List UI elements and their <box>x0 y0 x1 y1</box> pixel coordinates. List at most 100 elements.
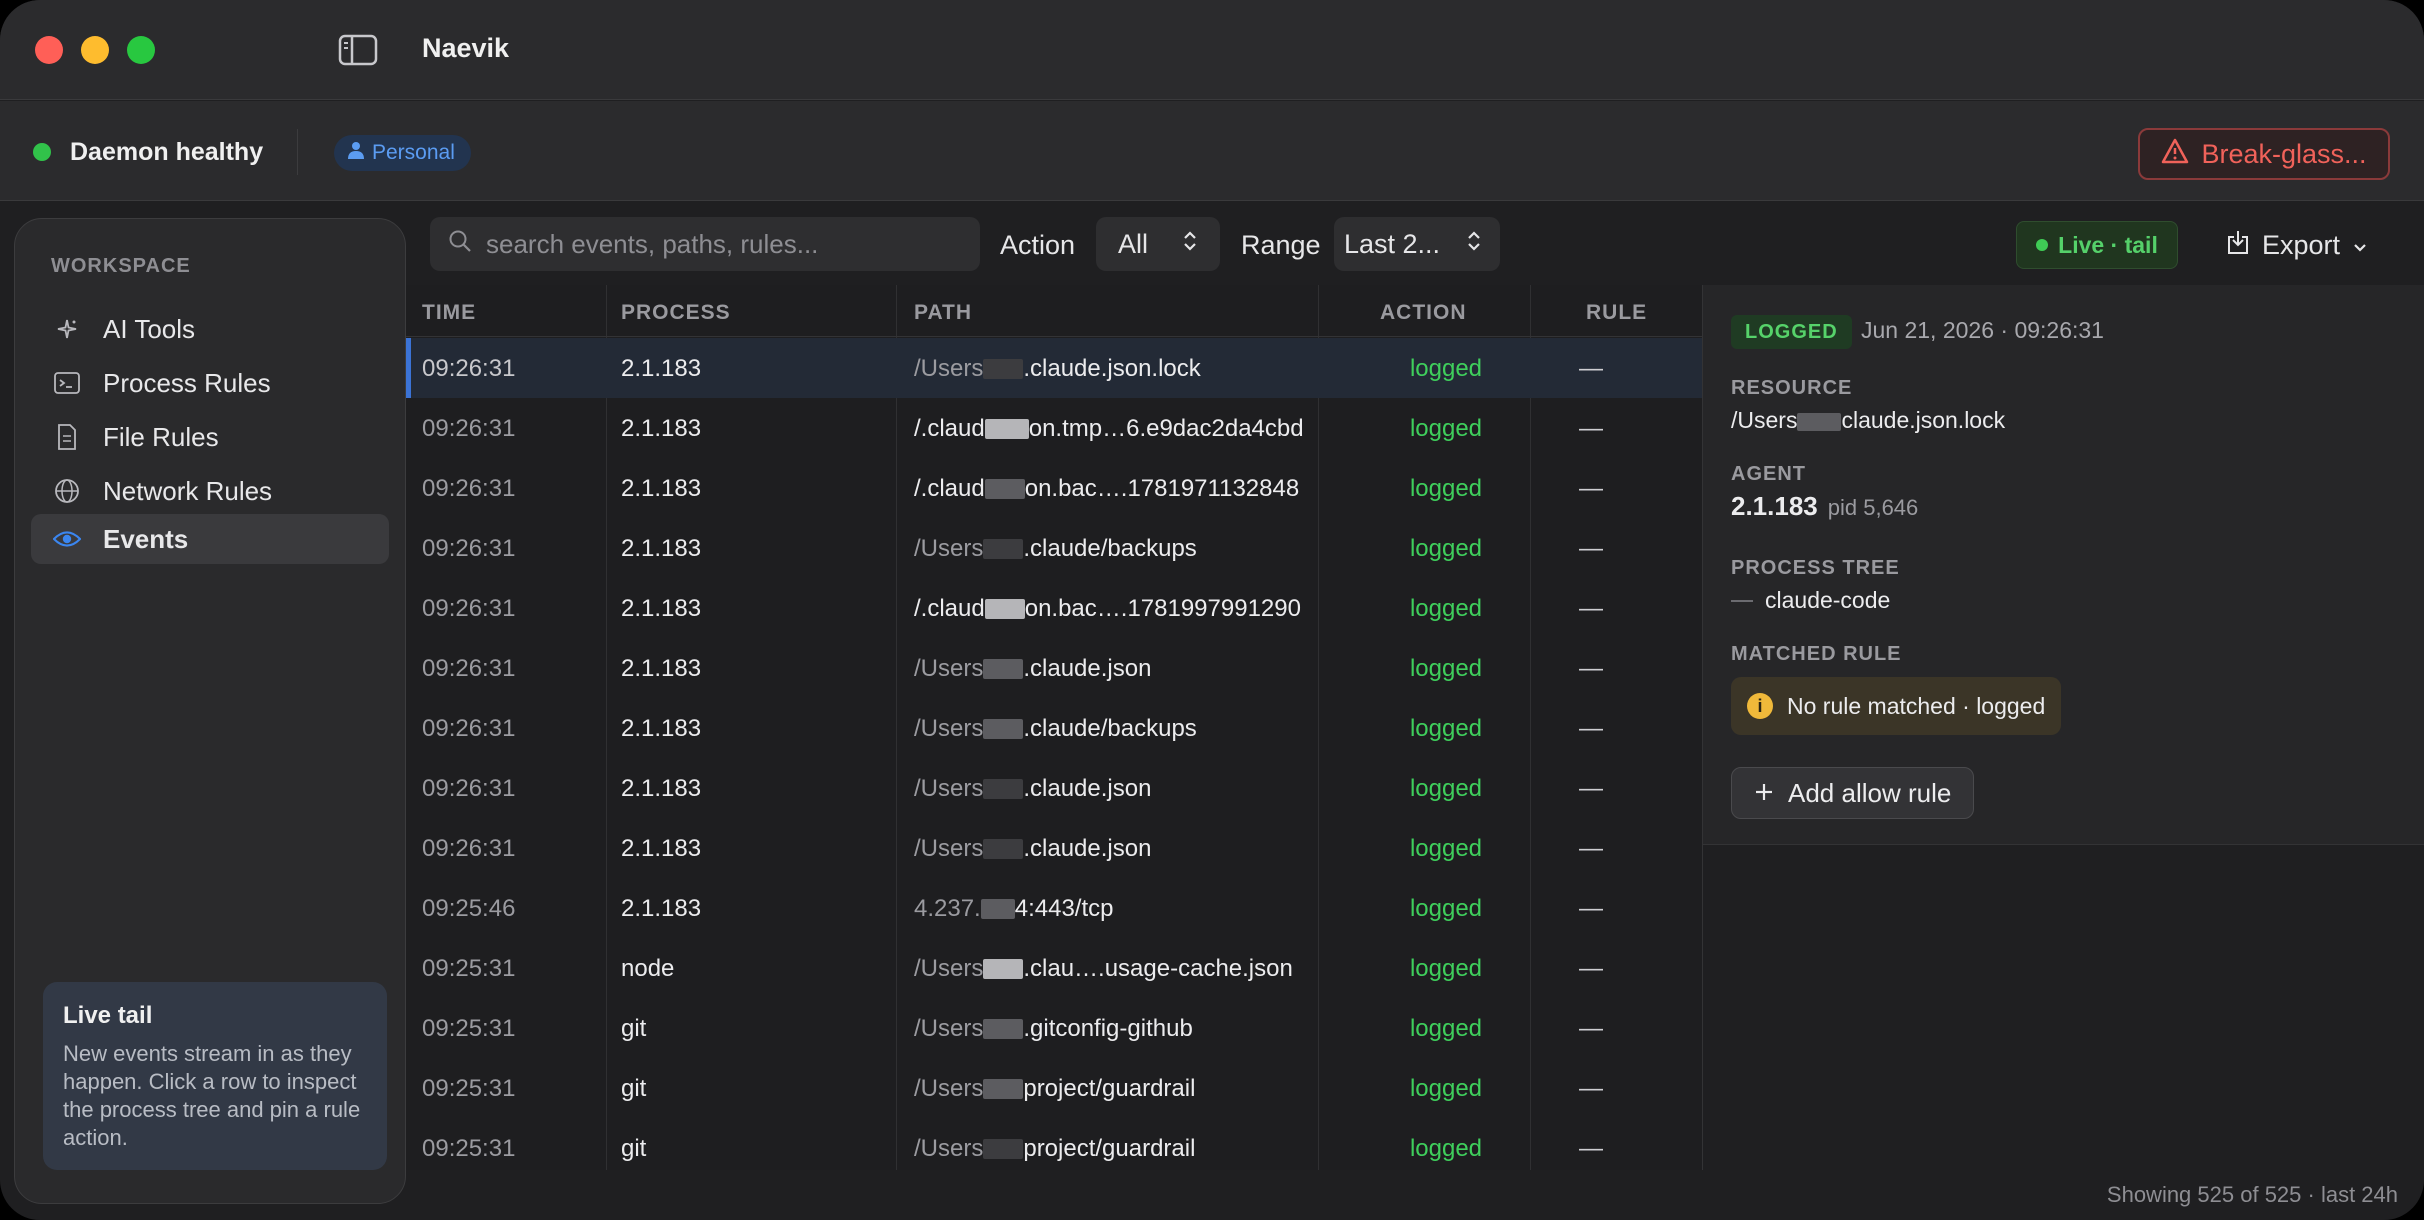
resource-prefix: /Users <box>1731 407 1798 433</box>
redacted-segment <box>984 479 1025 499</box>
sidebar-item-process-rules[interactable]: Process Rules <box>31 358 389 408</box>
sidebar-item-label: AI Tools <box>103 313 196 344</box>
cell-time: 09:25:31 <box>422 1135 516 1162</box>
table-row[interactable]: 09:26:31 2.1.183 /.claud on.tmp…6.e9dac2d… <box>406 398 1702 458</box>
redacted-segment <box>984 419 1029 439</box>
column-header-time[interactable]: TIME <box>422 301 477 324</box>
path-prefix: /Users <box>914 775 984 802</box>
redacted-segment <box>983 959 1024 979</box>
close-window-button[interactable] <box>35 36 63 64</box>
redacted-segment <box>1797 413 1842 431</box>
cell-path: /.claud on.bac….1781997991290 <box>914 595 1301 623</box>
cell-process: 2.1.183 <box>621 715 702 742</box>
table-row[interactable]: 09:26:31 2.1.183 /.claud on.bac….17819979… <box>406 578 1702 638</box>
cell-rule: — <box>1579 475 1603 502</box>
zoom-window-button[interactable] <box>127 36 155 64</box>
path-suffix: .claude/backups <box>1023 715 1197 742</box>
redacted-segment <box>983 659 1024 679</box>
matched-rule-label: MATCHED RULE <box>1731 643 1902 665</box>
cell-process: 2.1.183 <box>621 415 702 442</box>
cell-time: 09:25:31 <box>422 955 516 982</box>
cell-time: 09:26:31 <box>422 535 516 562</box>
table-row[interactable]: 09:26:31 2.1.183 /.claud on.bac….17819711… <box>406 458 1702 518</box>
eye-icon <box>53 525 81 553</box>
cell-process: 2.1.183 <box>621 655 702 682</box>
column-header-action[interactable]: ACTION <box>1380 301 1467 324</box>
path-prefix: /Users <box>914 1135 984 1162</box>
sidebar-item-file-rules[interactable]: File Rules <box>31 412 389 462</box>
detail-panel-empty-area <box>1702 845 2424 1170</box>
redacted-segment <box>983 1139 1024 1159</box>
cell-path: /Users .claude/backups <box>914 715 1197 743</box>
sidebar-toggle-icon[interactable] <box>338 34 378 66</box>
table-row[interactable]: 09:26:31 2.1.183 /Users .claude.json logg… <box>406 638 1702 698</box>
table-row[interactable]: 09:26:31 2.1.183 /Users .claude/backups l… <box>406 518 1702 578</box>
cell-rule: — <box>1579 715 1603 742</box>
sidebar-item-events[interactable]: Events <box>31 514 389 564</box>
cell-action: logged <box>1409 715 1483 742</box>
path-prefix: /Users <box>914 1015 984 1042</box>
path-prefix: /Users <box>914 355 984 382</box>
chevron-updown-icon <box>1182 228 1198 261</box>
table-row[interactable]: 09:26:31 2.1.183 /Users .claude/backups l… <box>406 698 1702 758</box>
cell-action: logged <box>1409 655 1483 682</box>
cell-path: /Users .claude.json <box>914 655 1151 683</box>
cell-rule: — <box>1579 1075 1603 1102</box>
cell-action: logged <box>1409 475 1483 502</box>
column-divider <box>1530 285 1531 1170</box>
resource-label: RESOURCE <box>1731 377 1853 399</box>
agent-pid: pid 5,646 <box>1827 495 1919 520</box>
app-title: Naevik <box>422 33 510 63</box>
cell-rule: — <box>1579 895 1603 922</box>
table-row[interactable]: 09:25:31 git /Users project/guardrail log… <box>406 1118 1702 1178</box>
cell-rule: — <box>1579 355 1603 382</box>
cell-path: /Users project/guardrail <box>914 1075 1195 1103</box>
add-allow-rule-button[interactable]: Add allow rule <box>1731 767 1975 819</box>
range-filter-select[interactable]: Last 2... <box>1334 217 1500 271</box>
daemon-status-label: Daemon healthy <box>70 138 264 166</box>
cell-action: logged <box>1409 1075 1483 1102</box>
minimize-window-button[interactable] <box>81 36 109 64</box>
cell-time: 09:26:31 <box>422 355 516 382</box>
profile-badge[interactable]: Personal <box>334 135 471 171</box>
sidebar-section-label: WORKSPACE <box>51 255 191 277</box>
warning-triangle-icon <box>2161 138 2189 171</box>
export-button[interactable]: Export <box>2226 221 2368 269</box>
document-icon <box>53 423 81 451</box>
range-filter-value: Last 2... <box>1344 228 1441 259</box>
table-row[interactable]: 09:26:31 2.1.183 /Users .claude.json.lock… <box>406 338 1702 398</box>
column-header-path[interactable]: PATH <box>914 301 973 324</box>
redacted-segment <box>983 359 1024 379</box>
table-row[interactable]: 09:25:31 git /Users project/guardrail log… <box>406 1058 1702 1118</box>
table-row[interactable]: 09:25:31 git /Users .gitconfig-github log… <box>406 998 1702 1058</box>
path-prefix: /Users <box>914 1075 984 1102</box>
search-input[interactable]: search events, paths, rules... <box>430 217 980 271</box>
cell-path: /Users project/guardrail <box>914 1135 1195 1163</box>
cell-time: 09:26:31 <box>422 715 516 742</box>
break-glass-button[interactable]: Break-glass... <box>2138 128 2390 180</box>
live-tail-toggle[interactable]: Live · tail <box>2016 221 2178 269</box>
export-label: Export <box>2262 229 2341 260</box>
sidebar-item-ai-tools[interactable]: AI Tools <box>31 304 389 354</box>
sidebar-item-network-rules[interactable]: Network Rules <box>31 466 389 516</box>
title-bar: Naevik <box>0 0 2424 100</box>
export-icon <box>2226 229 2250 262</box>
table-row[interactable]: 09:26:31 2.1.183 /Users .claude.json logg… <box>406 758 1702 818</box>
action-filter-select[interactable]: All <box>1096 217 1220 271</box>
resource-value: /Users claude.json.lock <box>1731 407 2005 434</box>
chevron-down-icon <box>2352 230 2368 261</box>
add-allow-rule-label: Add allow rule <box>1788 777 1952 808</box>
column-header-rule[interactable]: RULE <box>1586 301 1648 324</box>
cell-rule: — <box>1579 535 1603 562</box>
cell-time: 09:26:31 <box>422 655 516 682</box>
table-row[interactable]: 09:25:31 node /Users .clau….usage-cache.j… <box>406 938 1702 998</box>
range-filter-label: Range <box>1241 230 1321 260</box>
table-row[interactable]: 09:25:46 2.1.183 4.237. 4:443/tcp logged … <box>406 878 1702 938</box>
search-icon <box>448 229 472 260</box>
sidebar-item-label: Process Rules <box>103 367 271 398</box>
table-row[interactable]: 09:26:31 2.1.183 /Users .claude.json logg… <box>406 818 1702 878</box>
path-suffix: .claude.json <box>1023 835 1152 862</box>
column-header-process[interactable]: PROCESS <box>621 301 731 324</box>
process-tree-item[interactable]: claude-code <box>1731 587 1890 614</box>
